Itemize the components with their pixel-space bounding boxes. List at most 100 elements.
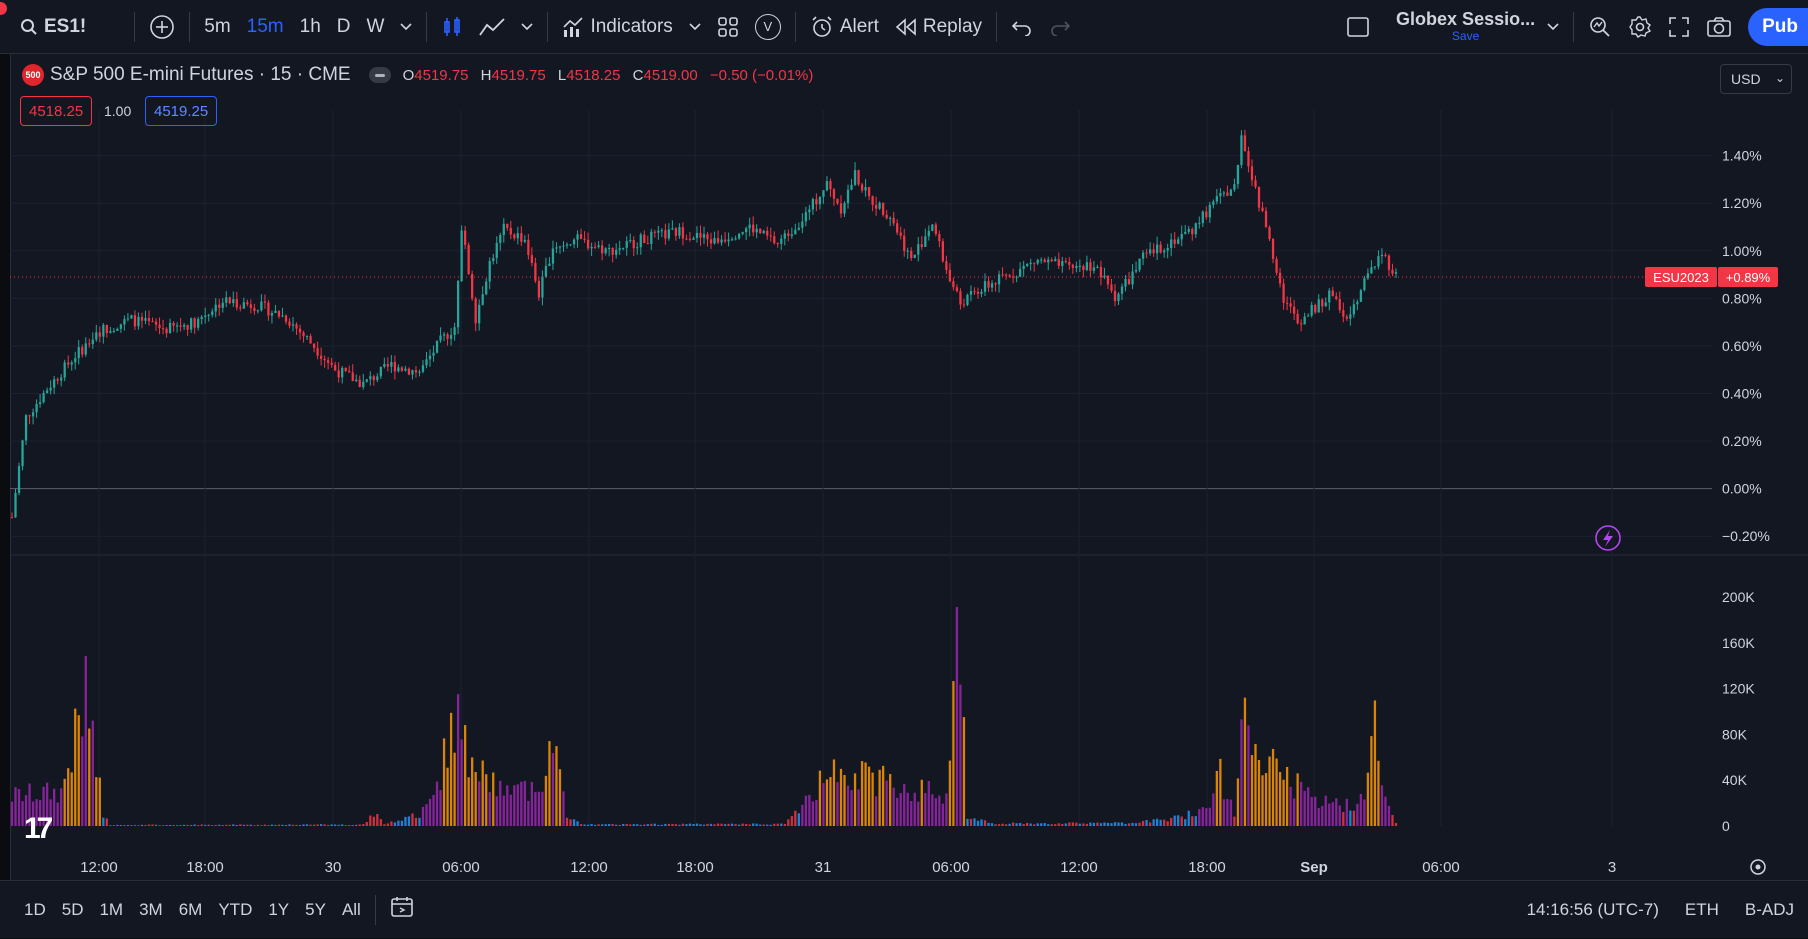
- candle-body: [808, 209, 811, 213]
- undo-button[interactable]: [1003, 0, 1041, 54]
- currency-select[interactable]: USD ⌄: [1720, 64, 1792, 94]
- legend-toggle-button[interactable]: [368, 67, 391, 83]
- chart-pane[interactable]: [10, 54, 1808, 880]
- interval-5m[interactable]: 5m: [204, 15, 231, 37]
- indicators-dropdown[interactable]: [681, 0, 709, 54]
- adjustment-toggle[interactable]: B-ADJ: [1744, 900, 1794, 919]
- candle-body: [1068, 261, 1071, 265]
- range-1d[interactable]: 1D: [24, 899, 46, 919]
- volume-bar: [228, 824, 231, 826]
- redo-button[interactable]: [1041, 0, 1079, 54]
- interval-w[interactable]: W: [366, 15, 385, 37]
- layouts-button[interactable]: [709, 0, 747, 54]
- legend-title[interactable]: S&P 500 E-mini Futures · 15 · CME: [50, 64, 351, 85]
- interval-dropdown[interactable]: [392, 0, 420, 54]
- clock-timezone[interactable]: 14:16:56 (UTC-7): [1526, 900, 1659, 919]
- candle-body: [1004, 274, 1008, 276]
- indicators-button[interactable]: Indicators: [554, 0, 680, 54]
- interval-15m[interactable]: 15m: [246, 15, 284, 37]
- save-label[interactable]: Save: [1451, 28, 1480, 43]
- candle-body: [270, 312, 274, 316]
- fullscreen-button[interactable]: [1660, 0, 1698, 54]
- candle-body: [1229, 189, 1233, 196]
- quick-search-button[interactable]: [1580, 0, 1620, 54]
- candle-body: [1359, 290, 1363, 302]
- candle-body: [42, 392, 45, 403]
- chart-type-candles-button[interactable]: [433, 0, 471, 54]
- chart-type-line-button[interactable]: [471, 0, 513, 54]
- snapshot-button[interactable]: [1698, 0, 1740, 54]
- volume-bar: [1099, 823, 1103, 826]
- candle-body: [246, 302, 249, 305]
- volume-bar: [1166, 821, 1169, 826]
- candle-body: [1001, 274, 1004, 276]
- candle-body: [1075, 265, 1078, 268]
- range-3m[interactable]: 3M: [139, 899, 163, 919]
- volume-bar: [1250, 755, 1254, 826]
- symbol-search[interactable]: ES1!: [0, 0, 94, 54]
- compare-add-button[interactable]: [141, 0, 183, 54]
- publish-button[interactable]: Pub: [1748, 7, 1808, 46]
- candle-body: [608, 247, 611, 249]
- range-6m[interactable]: 6M: [178, 899, 203, 919]
- candle-body: [1085, 262, 1089, 270]
- range-1y[interactable]: 1Y: [268, 899, 290, 919]
- chevron-down-icon: [1547, 22, 1559, 31]
- volume-bar: [562, 791, 565, 826]
- candle-body: [1099, 266, 1103, 278]
- bottom-toolbar: 1D 5D 1M 3M 6M YTD 1Y 5Y All 14:16:56 (U…: [0, 880, 1808, 938]
- volume-bar: [1212, 793, 1215, 826]
- replay-button[interactable]: Replay: [887, 0, 990, 54]
- candle-body: [615, 249, 618, 255]
- candle-body: [211, 311, 214, 315]
- interval-d[interactable]: D: [336, 15, 351, 37]
- session-selector[interactable]: Globex Sessio... Save: [1378, 0, 1539, 54]
- v-button[interactable]: V: [747, 0, 789, 54]
- settings-button[interactable]: [1620, 0, 1660, 54]
- volume-bar: [1011, 822, 1015, 826]
- volume-bar: [520, 781, 523, 826]
- tradingview-logo[interactable]: 17: [24, 812, 53, 845]
- candle-body: [723, 239, 727, 242]
- candle-body: [45, 390, 49, 393]
- candle-body: [1180, 233, 1183, 240]
- range-ytd[interactable]: YTD: [218, 899, 253, 919]
- alert-button[interactable]: Alert: [802, 0, 887, 54]
- candle-body: [435, 340, 439, 353]
- candle-body: [1215, 196, 1218, 202]
- volume-bar: [769, 824, 772, 826]
- layout-toggle-button[interactable]: [1338, 0, 1378, 54]
- volume-bar: [572, 819, 576, 826]
- chart-canvas[interactable]: 1.40% 1.20% 1.00% 0.80% 0.60% 0.40% 0.20% 0.00%…: [0, 0, 1808, 880]
- candle-body: [938, 234, 941, 242]
- volume-bar: [1254, 743, 1257, 826]
- volume-bar: [773, 823, 776, 826]
- buy-price-button[interactable]: 4519.25: [145, 96, 218, 126]
- interval-1h[interactable]: 1h: [299, 15, 321, 37]
- chart-type-dropdown[interactable]: [513, 0, 541, 54]
- candle-body: [334, 364, 337, 371]
- volume-bar: [277, 824, 281, 826]
- gear-icon: [1628, 15, 1652, 39]
- goto-date-button[interactable]: [382, 895, 422, 924]
- range-all[interactable]: All: [341, 899, 361, 919]
- session-eth[interactable]: ETH: [1684, 900, 1719, 919]
- volume-bar: [334, 824, 337, 826]
- range-5d[interactable]: 5D: [61, 899, 84, 919]
- volume-bar: [632, 824, 635, 826]
- candle-body: [787, 233, 790, 236]
- sell-price-button[interactable]: 4518.25: [20, 96, 93, 126]
- volume-bar: [372, 816, 375, 826]
- close-value: 4519.00: [643, 66, 698, 84]
- candle-body: [1184, 231, 1187, 234]
- range-5y[interactable]: 5Y: [305, 899, 326, 919]
- candle-body: [671, 228, 674, 230]
- candle-body: [485, 281, 488, 295]
- session-dropdown[interactable]: [1539, 0, 1567, 54]
- range-1m[interactable]: 1M: [99, 899, 124, 919]
- volume-bar: [892, 787, 895, 826]
- candle-body: [193, 318, 196, 328]
- candle-body: [277, 310, 281, 317]
- candle-body: [910, 250, 913, 258]
- volume-bar: [263, 824, 267, 826]
